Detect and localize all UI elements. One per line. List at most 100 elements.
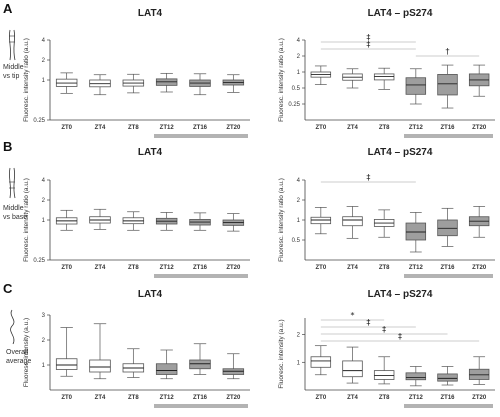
significance-marker: ‡ (366, 173, 370, 182)
box-zt8 (122, 211, 145, 231)
box-iqr (405, 77, 427, 95)
box-zt0 (55, 209, 78, 231)
x-tick-label: ZT20 (472, 125, 487, 131)
box-zt12 (155, 349, 178, 380)
row-a: A Middle vs tip (3, 1, 24, 80)
box-zt16 (437, 366, 458, 386)
y-tick-label: 2 (297, 54, 301, 60)
x-tick-label: ZT8 (379, 125, 390, 131)
x-tick-label: ZT16 (193, 395, 208, 401)
night-period-bar (404, 404, 493, 408)
x-tick-label: ZT12 (409, 125, 424, 131)
chart-title: LAT4 (138, 147, 163, 158)
x-tick-label: ZT4 (95, 395, 106, 401)
x-tick-label: ZT16 (440, 265, 455, 271)
x-tick-label: ZT20 (226, 265, 241, 271)
box-zt0 (55, 72, 78, 94)
box-zt16 (189, 343, 211, 375)
night-period-bar (154, 274, 248, 278)
chart-a-left: LAT4 Fluoresc. intensity ratio (a.u.) 0.25… (23, 8, 250, 138)
box-iqr (310, 216, 332, 225)
x-tick-label: ZT0 (61, 265, 72, 271)
chart-b-left: LAT4 Fluoresc. intensity ratio (a.u.) 0.25… (23, 147, 250, 278)
y-tick-label: 1 (297, 218, 301, 224)
y-tick-label: 1 (42, 363, 46, 369)
charts-layer: LAT4 Fluoresc. intensity ratio (a.u.) 0.25… (23, 8, 495, 408)
box-zt8 (373, 67, 395, 90)
box-zt0 (55, 327, 78, 377)
x-tick-label: ZT0 (61, 125, 72, 131)
side-label-a-1: Middle (3, 64, 24, 71)
box-zt16 (189, 212, 211, 231)
x-tick-label: ZT12 (160, 395, 175, 401)
panel-letter-a: A (3, 1, 13, 16)
y-tick-label: 2 (297, 333, 301, 339)
panel-letter-b: B (3, 139, 12, 154)
x-tick-label: ZT4 (347, 265, 358, 271)
x-tick-label: ZT8 (128, 395, 139, 401)
box-zt8 (122, 73, 145, 94)
box-zt8 (373, 356, 395, 385)
y-tick-label: 1 (297, 70, 301, 76)
box-zt8 (373, 209, 395, 238)
y-axis-label: Fluoresc. intensity (a.u.) (278, 319, 285, 388)
box-zt12 (405, 68, 427, 105)
chart-b-right: LAT4 – pS274 Fluoresc. intensity ratio (a… (278, 147, 495, 278)
x-tick-label: ZT8 (128, 125, 139, 131)
box-zt16 (437, 64, 458, 109)
side-label-c-2: average (6, 358, 31, 365)
side-label-a-2: vs tip (3, 73, 19, 80)
significance-marker: ‡ (366, 40, 370, 49)
y-tick-label: 4 (297, 178, 301, 184)
y-tick-label: 4 (297, 38, 301, 44)
box-zt0 (310, 207, 332, 235)
x-tick-label: ZT16 (193, 125, 208, 131)
x-tick-label: ZT8 (379, 265, 390, 271)
box-iqr (342, 216, 363, 227)
box-iqr (55, 358, 78, 370)
box-iqr (437, 373, 458, 382)
box-zt4 (342, 68, 363, 89)
box-zt12 (155, 72, 178, 93)
x-tick-label: ZT8 (128, 265, 139, 271)
night-period-bar (154, 134, 248, 138)
x-tick-label: ZT16 (193, 265, 208, 271)
box-zt20 (468, 206, 490, 238)
root-icon-c (10, 309, 15, 345)
box-iqr (342, 360, 363, 378)
box-iqr (405, 372, 427, 381)
significance-marker: ‡ (366, 33, 370, 42)
box-zt4 (342, 206, 363, 239)
box-zt4 (342, 346, 363, 384)
y-tick-label: 4 (42, 178, 46, 184)
chart-title: LAT4 (138, 289, 163, 300)
box-iqr (310, 356, 332, 368)
x-tick-label: ZT16 (440, 395, 455, 401)
y-tick-label: 1 (42, 218, 46, 224)
significance-marker: † (446, 47, 450, 56)
chart-c-left: LAT4 Fluoresc. intensity (a.u.) 1 2 3 ZT0 ZT4 Z… (23, 289, 250, 408)
x-tick-label: ZT4 (95, 265, 106, 271)
x-tick-label: ZT0 (315, 265, 326, 271)
box-zt0 (310, 345, 332, 376)
x-tick-label: ZT20 (226, 125, 241, 131)
box-iqr (437, 74, 458, 96)
box-zt8 (122, 348, 145, 378)
x-tick-label: ZT4 (95, 125, 106, 131)
row-c: C Overall average (3, 281, 31, 365)
x-tick-label: ZT12 (160, 265, 175, 271)
y-axis-label: Fluoresc. intensity ratio (a.u.) (278, 178, 285, 262)
x-tick-label: ZT20 (472, 265, 487, 271)
x-tick-label: ZT20 (226, 395, 241, 401)
box-iqr (373, 370, 395, 380)
y-tick-label: 2 (42, 198, 46, 204)
significance-marker: ‡ (366, 318, 370, 327)
x-tick-label: ZT12 (160, 125, 175, 131)
panel-letter-c: C (3, 281, 13, 296)
y-tick-label: 0.5 (292, 238, 301, 244)
y-tick-label: 0.25 (33, 118, 45, 124)
night-period-bar (404, 134, 493, 138)
side-label-c-1: Overall (6, 349, 29, 356)
x-tick-label: ZT0 (315, 395, 326, 401)
y-axis-label: Fluoresc. intensity ratio (a.u.) (23, 178, 30, 262)
